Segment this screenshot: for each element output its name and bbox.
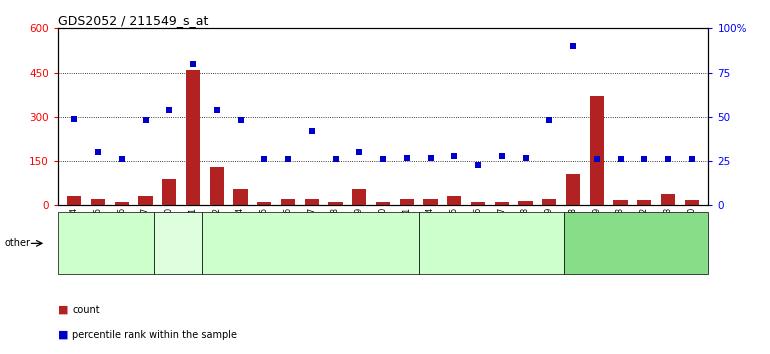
Bar: [257, 202, 272, 205]
Bar: [590, 96, 604, 205]
Point: [472, 162, 484, 167]
Point: [614, 156, 627, 162]
Point: [69, 116, 81, 121]
Bar: [233, 189, 248, 205]
Bar: [305, 199, 319, 205]
Point: [591, 156, 603, 162]
Bar: [139, 196, 152, 205]
Point: [116, 156, 128, 162]
Text: late secretory phase: late secretory phase: [448, 239, 535, 248]
Point: [211, 107, 223, 113]
Point: [282, 156, 294, 162]
Text: ambiguous phase: ambiguous phase: [599, 239, 674, 248]
Point: [685, 156, 698, 162]
Bar: [329, 202, 343, 205]
Point: [638, 156, 651, 162]
Point: [662, 156, 675, 162]
Bar: [91, 199, 105, 205]
Text: ■: ■: [58, 330, 69, 339]
Text: other: other: [5, 238, 31, 249]
Point: [567, 43, 579, 49]
Bar: [471, 202, 485, 205]
Bar: [614, 200, 628, 205]
Point: [448, 153, 460, 159]
Bar: [376, 202, 390, 205]
Point: [377, 156, 390, 162]
Point: [496, 153, 508, 159]
Point: [520, 155, 532, 160]
Text: mid secretory phase: mid secretory phase: [268, 239, 354, 248]
Bar: [542, 199, 557, 205]
Point: [258, 156, 270, 162]
Bar: [186, 70, 200, 205]
Point: [543, 118, 555, 123]
Point: [353, 149, 366, 155]
Bar: [685, 200, 699, 205]
Point: [163, 107, 176, 113]
Bar: [162, 179, 176, 205]
Bar: [566, 175, 580, 205]
Bar: [281, 199, 295, 205]
Text: ■: ■: [58, 305, 69, 315]
Point: [139, 118, 152, 123]
Bar: [67, 196, 82, 205]
Bar: [661, 194, 675, 205]
Bar: [637, 200, 651, 205]
Bar: [209, 167, 224, 205]
Bar: [400, 199, 414, 205]
Point: [234, 118, 246, 123]
Point: [187, 61, 199, 67]
Bar: [494, 202, 509, 205]
Point: [92, 149, 104, 155]
Bar: [518, 201, 533, 205]
Text: GDS2052 / 211549_s_at: GDS2052 / 211549_s_at: [58, 14, 208, 27]
Point: [424, 155, 437, 160]
Text: early secretory
phase: early secretory phase: [146, 234, 210, 253]
Bar: [115, 202, 129, 205]
Point: [306, 128, 318, 134]
Text: proliferative phase: proliferative phase: [66, 239, 146, 248]
Bar: [352, 189, 367, 205]
Text: percentile rank within the sample: percentile rank within the sample: [72, 330, 237, 339]
Bar: [424, 199, 437, 205]
Point: [330, 156, 342, 162]
Point: [400, 155, 413, 160]
Bar: [447, 196, 461, 205]
Text: count: count: [72, 305, 100, 315]
